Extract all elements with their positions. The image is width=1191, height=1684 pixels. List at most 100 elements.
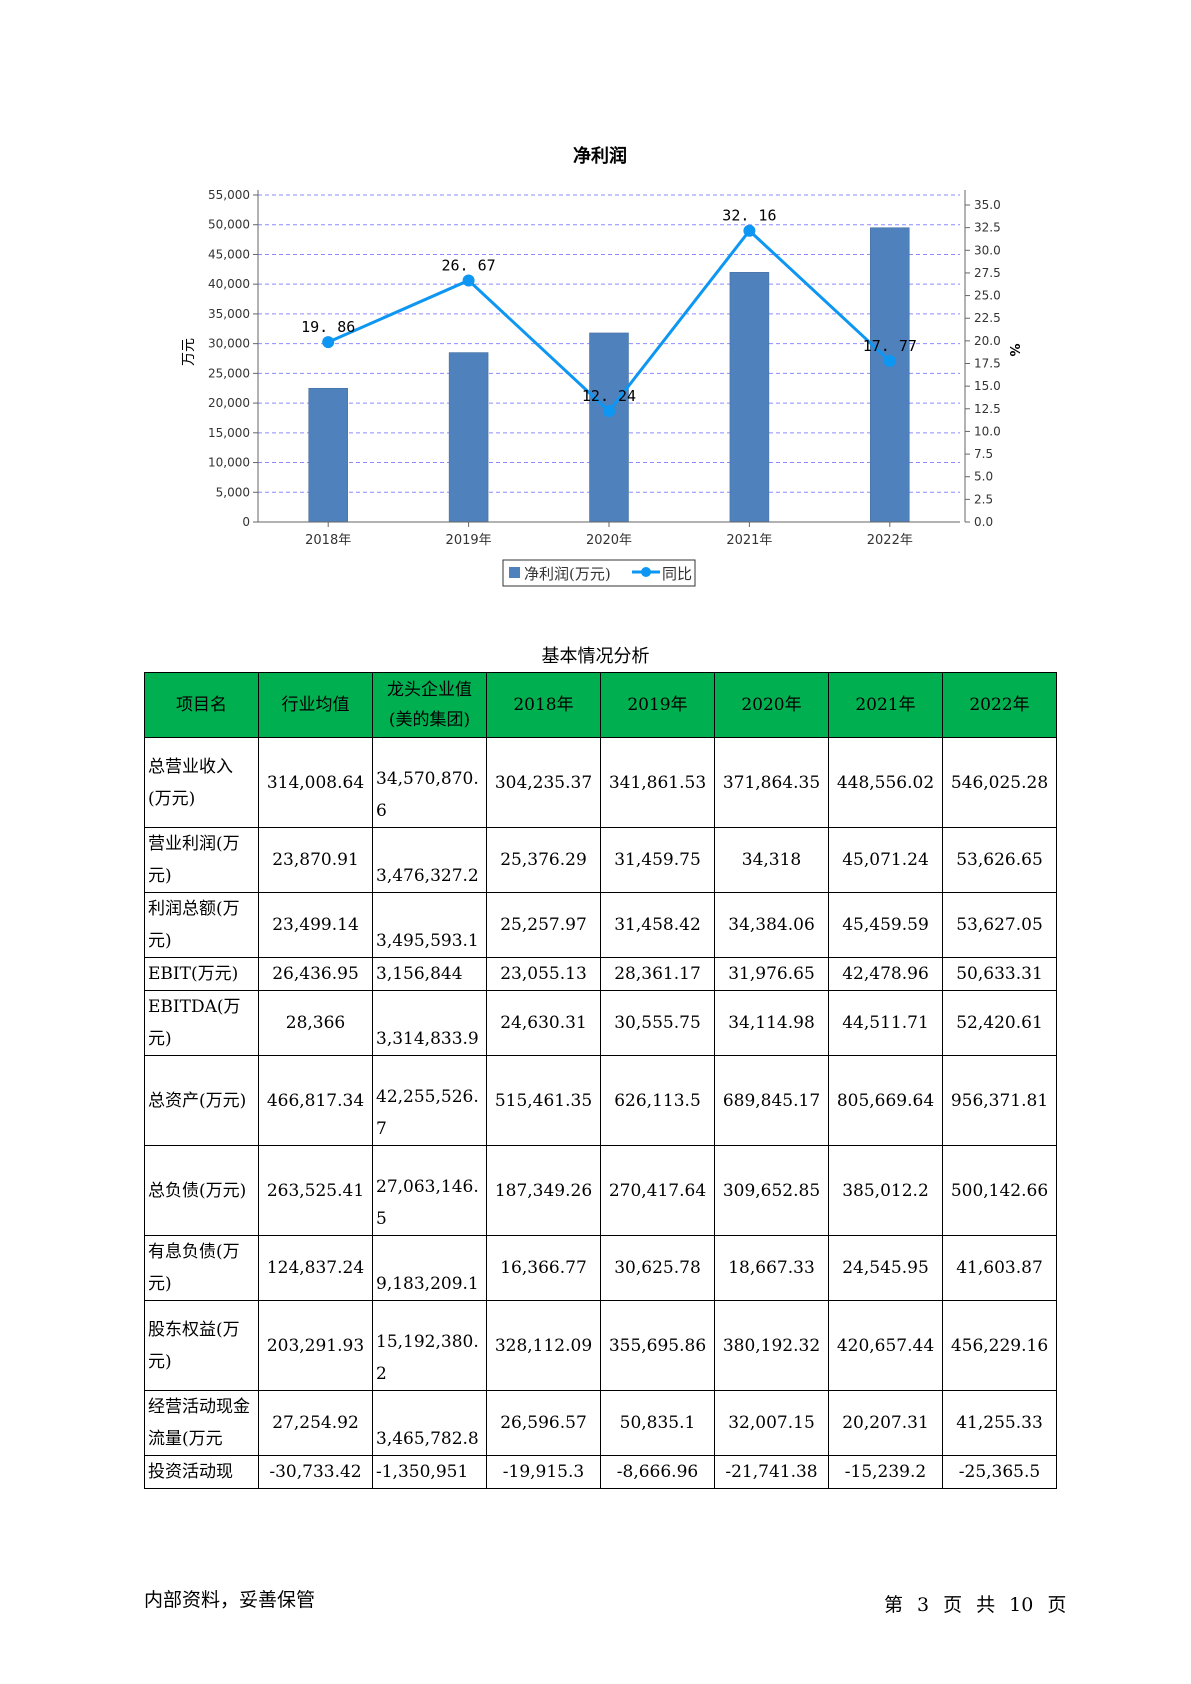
value-cell: 309,652.85 (714, 1145, 829, 1236)
yoy-point (743, 224, 756, 237)
value-cell: 52,420.61 (942, 990, 1057, 1056)
header-cell: 2020年 (714, 672, 829, 738)
row-label-cell: 股东权益(万元) (144, 1300, 259, 1391)
value-cell: 689,845.17 (714, 1055, 829, 1146)
table-row: 总资产(万元) 466,817.34 42,255,526.7 515,461.35 6… (144, 1055, 1057, 1146)
table-row: 有息负债(万元) 124,837.24 9,183,209.1 16,366.77 30… (144, 1235, 1057, 1301)
table-row: EBIT(万元) 26,436.95 3,156,844 23,055.13 28,36… (144, 957, 1057, 991)
value-cell: 9,183,209.1 (372, 1235, 487, 1301)
value-cell: 371,864.35 (714, 737, 829, 828)
left-tick-label: 20,000 (208, 396, 250, 410)
value-cell: 41,603.87 (942, 1235, 1057, 1301)
value-cell: 3,314,833.9 (372, 990, 487, 1056)
value-cell: -21,741.38 (714, 1455, 829, 1489)
value-cell: 31,459.75 (600, 827, 715, 893)
value-cell: 24,630.31 (486, 990, 601, 1056)
bar (870, 227, 910, 523)
value-cell: 626,113.5 (600, 1055, 715, 1146)
x-tick-label: 2018年 (305, 533, 351, 548)
basic-analysis-table: 项目名 行业均值 龙头企业值(美的集团) 2018年 2019年 2020年 2… (144, 672, 1057, 1489)
value-cell: 30,625.78 (600, 1235, 715, 1301)
value-cell: 26,596.57 (486, 1390, 601, 1456)
header-cell: 2019年 (600, 672, 715, 738)
value-cell: 341,861.53 (600, 737, 715, 828)
value-cell: 314,008.64 (258, 737, 373, 828)
page-total: 10 (1009, 1594, 1034, 1616)
value-cell: 3,156,844 (372, 957, 487, 991)
left-tick-label: 10,000 (208, 456, 250, 470)
x-tick-label: 2020年 (586, 533, 632, 548)
left-tick-label: 5,000 (216, 485, 250, 499)
right-tick-label: 7.5 (974, 447, 993, 461)
table-row: 营业利润(万元) 23,870.91 3,476,327.2 25,376.29 31,… (144, 827, 1057, 893)
table-row: EBITDA(万元) 28,366 3,314,833.9 24,630.31 30,5… (144, 990, 1057, 1056)
value-cell: 466,817.34 (258, 1055, 373, 1146)
value-cell: -15,239.2 (828, 1455, 943, 1489)
table-row: 利润总额(万元) 23,499.14 3,495,593.1 25,257.97 31,… (144, 892, 1057, 958)
x-tick-label: 2022年 (867, 533, 913, 548)
yoy-point (883, 355, 896, 368)
value-cell: 31,976.65 (714, 957, 829, 991)
row-label-cell: 投资活动现 (144, 1455, 259, 1489)
value-cell: 385,012.2 (828, 1145, 943, 1236)
value-cell: 26,436.95 (258, 957, 373, 991)
value-cell: 27,254.92 (258, 1390, 373, 1456)
page-prefix: 第 (884, 1594, 904, 1616)
value-cell: 42,255,526.7 (372, 1055, 487, 1146)
chart-legend: 净利润(万元) 同比 (502, 559, 696, 587)
header-cell: 2018年 (486, 672, 601, 738)
bar (589, 332, 629, 523)
yoy-data-label: 17. 77 (863, 337, 917, 355)
value-cell: 32,007.15 (714, 1390, 829, 1456)
value-cell: -1,350,951 (372, 1455, 487, 1489)
left-tick-label: 30,000 (208, 337, 250, 351)
value-cell: 25,376.29 (486, 827, 601, 893)
row-label-cell: 总营业收入(万元) (144, 737, 259, 828)
page-current: 3 (917, 1594, 930, 1616)
left-tick-label: 0 (242, 515, 250, 529)
value-cell: 30,555.75 (600, 990, 715, 1056)
net-profit-chart: 净利润 0 5,000 10,000 15,000 20,000 25,000 30,000… (181, 145, 1021, 587)
right-tick-label: 15.0 (974, 379, 1001, 393)
left-tick-label: 15,000 (208, 426, 250, 440)
row-label-cell: EBIT(万元) (144, 957, 259, 991)
value-cell: 34,114.98 (714, 990, 829, 1056)
value-cell: 23,870.91 (258, 827, 373, 893)
yoy-data-label: 26. 67 (442, 256, 496, 274)
value-cell: 203,291.93 (258, 1300, 373, 1391)
footer-page-number: 第 3 页共 10 页 (884, 1590, 1080, 1617)
table-caption: 基本情况分析 (541, 646, 650, 667)
value-cell: 24,545.95 (828, 1235, 943, 1301)
right-tick-label: 35.0 (974, 198, 1001, 212)
value-cell: 34,570,870.6 (372, 737, 487, 828)
value-cell: 448,556.02 (828, 737, 943, 828)
right-tick-label: 20.0 (974, 334, 1001, 348)
bar (729, 272, 770, 523)
table-row: 经营活动现金流量(万元 27,254.92 3,465,782.8 26,596.57… (144, 1390, 1057, 1456)
right-tick-label: 30.0 (974, 243, 1001, 257)
page-unit: 页 (943, 1594, 963, 1616)
value-cell: 420,657.44 (828, 1300, 943, 1391)
yoy-data-label: 12. 24 (582, 387, 636, 405)
left-tick-label: 25,000 (208, 366, 250, 380)
right-tick-label: 10.0 (974, 424, 1001, 438)
value-cell: 20,207.31 (828, 1390, 943, 1456)
yoy-point (603, 405, 615, 418)
legend-line-marker (641, 567, 651, 577)
value-cell: 45,071.24 (828, 827, 943, 893)
value-cell: 28,366 (258, 990, 373, 1056)
header-cell: 行业均值 (258, 672, 373, 738)
value-cell: 28,361.17 (600, 957, 715, 991)
value-cell: 3,495,593.1 (372, 892, 487, 958)
value-cell: 41,255.33 (942, 1390, 1057, 1456)
value-cell: 805,669.64 (828, 1055, 943, 1146)
table-row: 投资活动现 -30,733.42 -1,350,951 -19,915.3 -8,666… (144, 1455, 1057, 1489)
row-label-cell: 总资产(万元) (144, 1055, 259, 1146)
chart-line: 19. 86 26. 67 12. 24 32. 16 17. 77 (301, 207, 917, 418)
table-row: 股东权益(万元) 203,291.93 15,192,380.2 328,112.09… (144, 1300, 1057, 1391)
left-tick-label: 35,000 (208, 307, 250, 321)
table-body: 总营业收入(万元) 314,008.64 34,570,870.6 304,235.3… (144, 737, 1057, 1489)
bar (448, 352, 489, 523)
value-cell: -8,666.96 (600, 1455, 715, 1489)
value-cell: 53,627.05 (942, 892, 1057, 958)
